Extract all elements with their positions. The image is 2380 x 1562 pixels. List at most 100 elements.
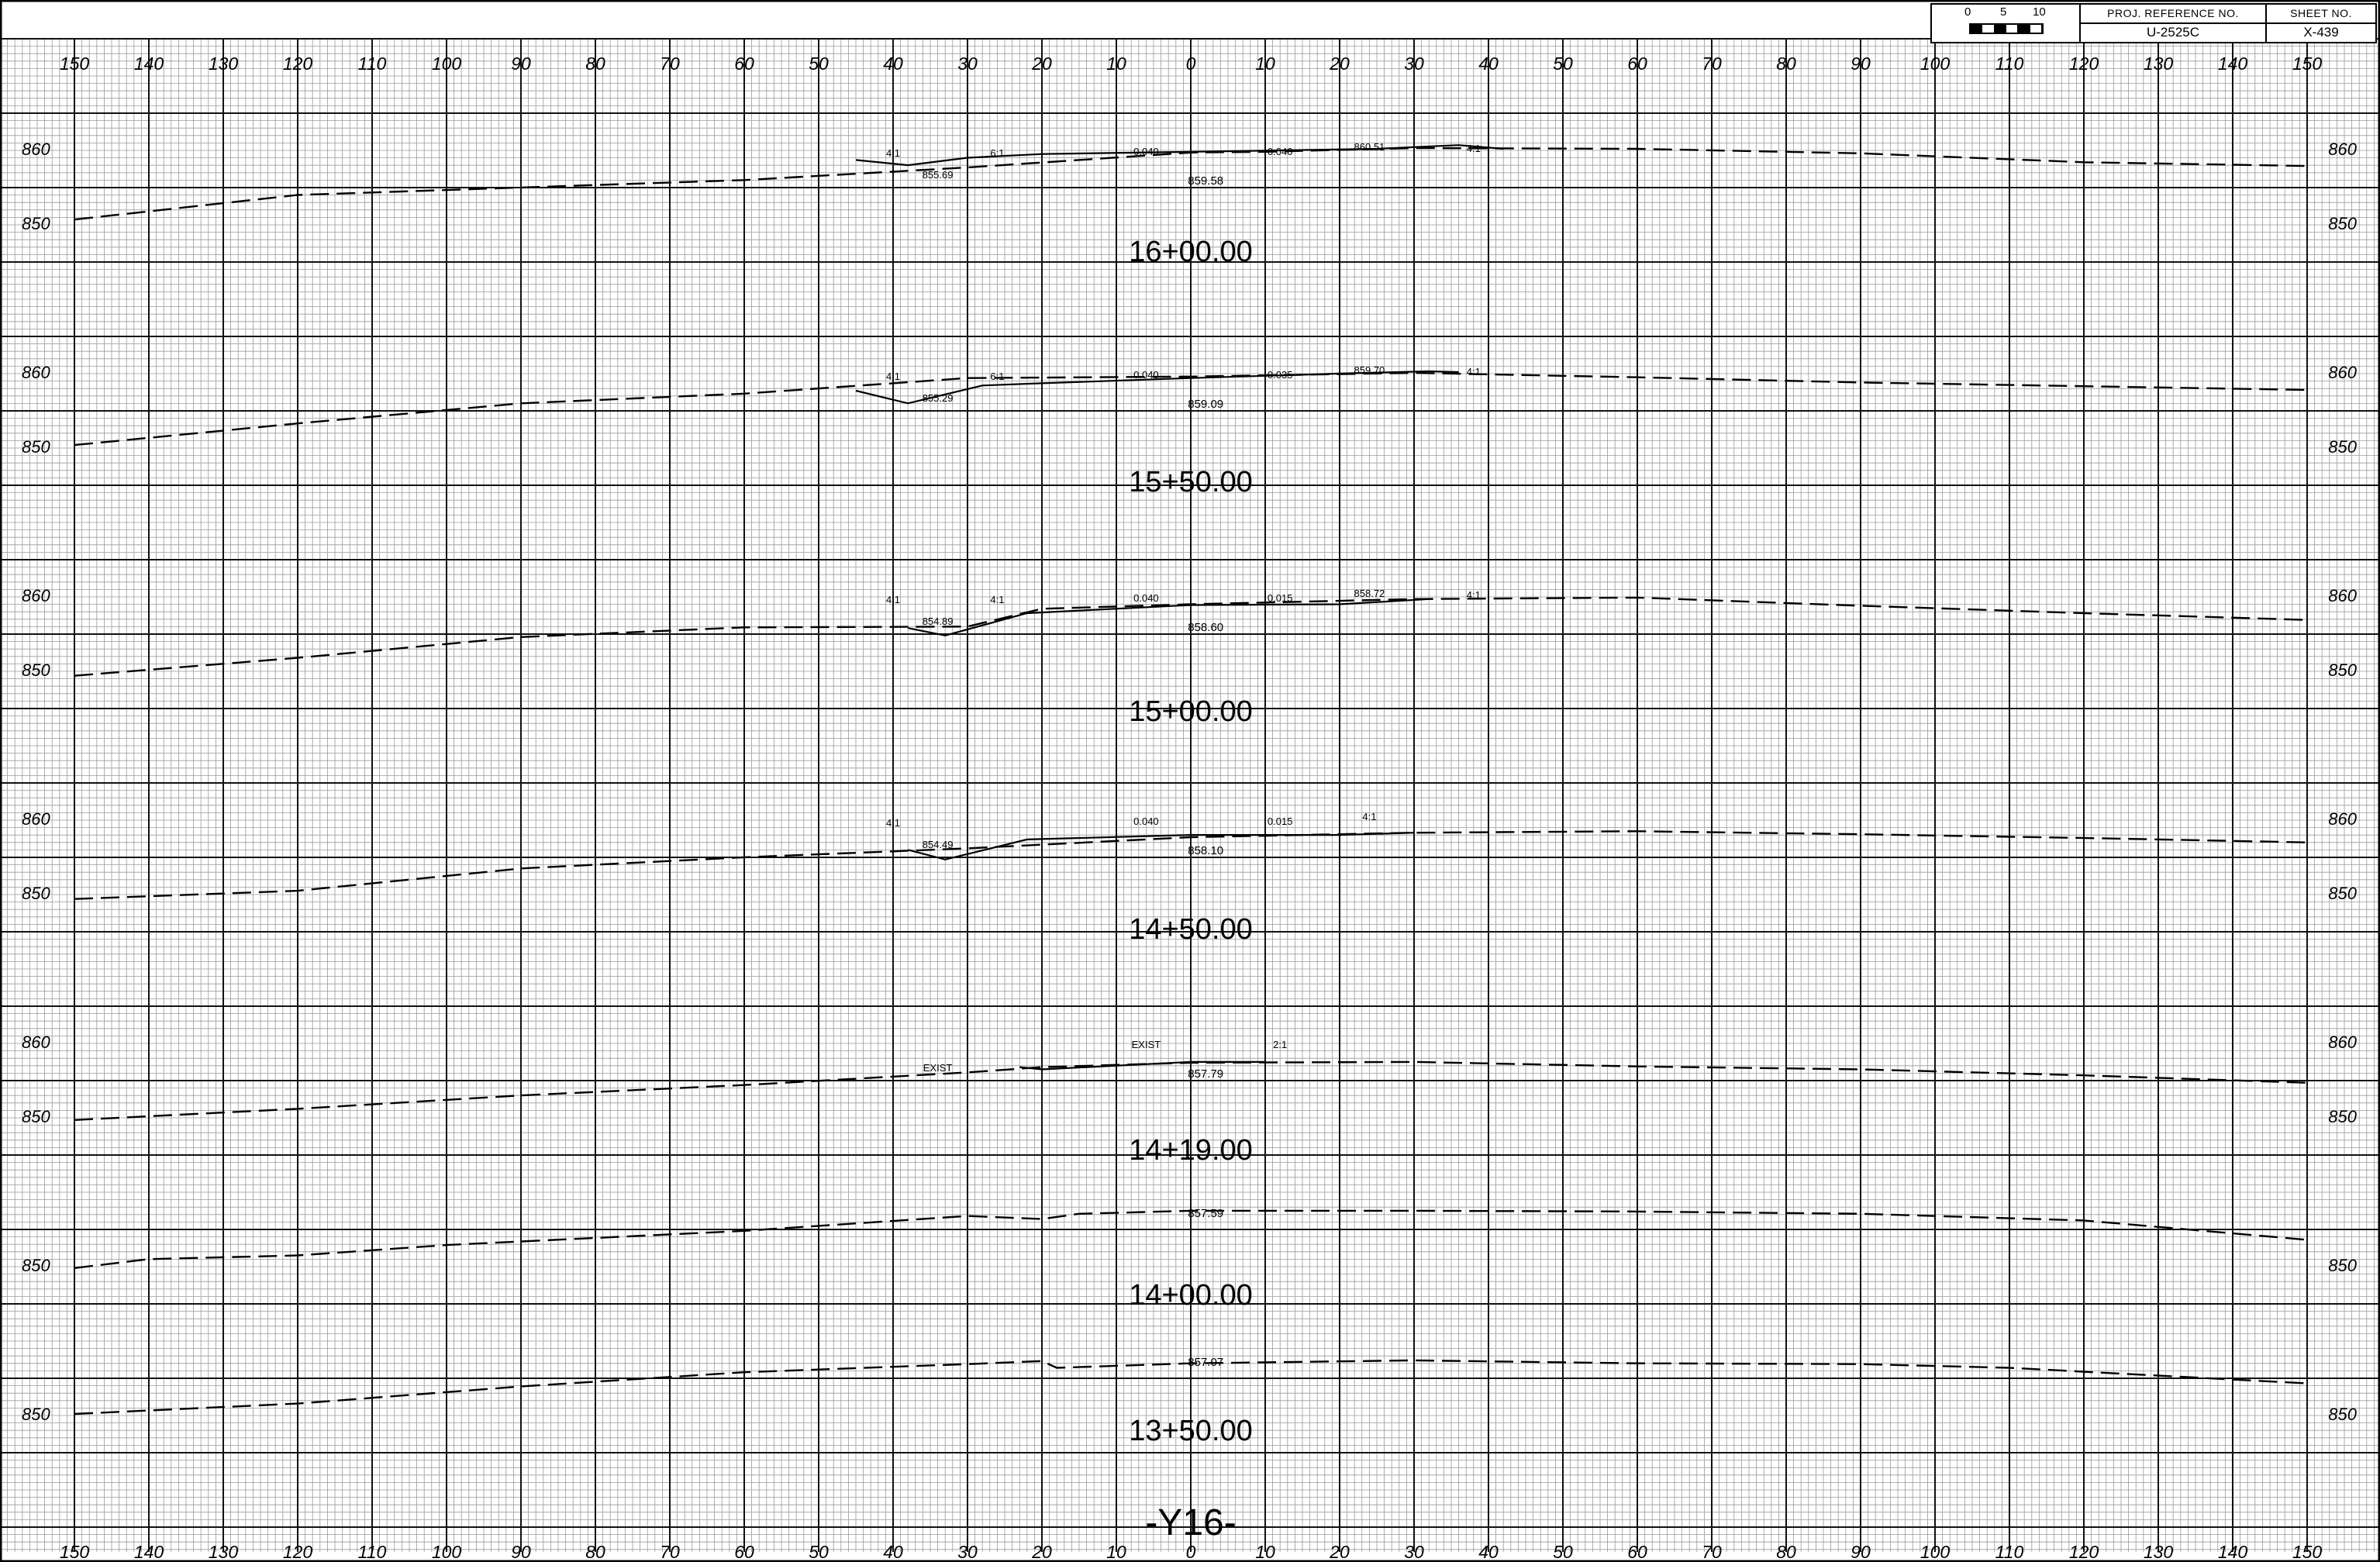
sheet-no-label: SHEET NO. [2267, 5, 2375, 24]
offset-tick-label: 130 [209, 1542, 239, 1562]
template-annotation: 855.69 [923, 169, 954, 181]
sheet-title: -Y16- [1145, 1502, 1236, 1543]
offset-tick-label: 140 [2218, 53, 2248, 74]
offset-tick-label: 40 [1478, 53, 1499, 74]
offset-tick-label: 40 [883, 53, 903, 74]
offset-tick-label: 100 [432, 53, 462, 74]
elevation-label: 850 [22, 660, 50, 680]
section-15+00.00: 860 860 850 850 854.89 0.040 0.015 858.72 4:1 4:1… [22, 586, 2358, 728]
template-annotation: 4:1 [886, 594, 900, 605]
template-annotation: 6:1 [990, 371, 1004, 382]
template-annotation: 859.70 [1354, 364, 1385, 376]
elevation-label: 850 [2328, 214, 2357, 233]
centerline-elevation: 857.59 [1188, 1207, 1223, 1220]
offset-tick-label: 60 [734, 1542, 754, 1562]
template-annotation: 860.51 [1354, 141, 1385, 153]
elevation-label: 860 [2328, 586, 2357, 605]
graphic-scale: 0 5 10 [1932, 5, 2079, 42]
scale-bar [1969, 23, 2044, 34]
station-label: 13+50.00 [1129, 1415, 1253, 1447]
offset-tick-label: 120 [283, 53, 313, 74]
offset-tick-label: 60 [734, 53, 754, 74]
top-offset-axis: 150 140 130 120 110 100 90 80 70 60 50 40 30 20 10 0 10 2… [60, 53, 2323, 74]
offset-tick-label: 80 [1776, 53, 1796, 74]
elevation-label: 860 [22, 140, 50, 159]
template-annotation: 0.040 [1268, 146, 1293, 157]
scale-label: 10 [2033, 5, 2046, 19]
proposed-template-line [855, 370, 1459, 405]
station-label: 15+50.00 [1129, 466, 1253, 498]
offset-tick-label: 40 [883, 1542, 903, 1562]
elevation-label: 850 [22, 1256, 50, 1275]
offset-tick-label: 40 [1478, 1542, 1499, 1562]
offset-tick-label: 110 [1995, 1542, 2024, 1562]
template-annotation: 6:1 [990, 147, 1004, 159]
offset-tick-label: 20 [1031, 53, 1052, 74]
project-reference: PROJ. REFERENCE NO. U-2525C [2079, 5, 2265, 42]
offset-tick-label: 20 [1031, 1542, 1052, 1562]
offset-tick-label: 60 [1627, 1542, 1647, 1562]
template-annotation: 4:1 [886, 371, 900, 382]
offset-tick-label: 50 [1553, 1542, 1573, 1562]
station-label: 14+00.00 [1129, 1279, 1253, 1312]
template-annotation: 0.040 [1133, 815, 1159, 827]
offset-tick-label: 150 [2292, 53, 2323, 74]
proposed-template-line [907, 598, 1430, 636]
section-14+00.00: 850 850 857.59 14+00.00 [22, 1207, 2358, 1312]
existing-ground-line [74, 1359, 2308, 1415]
offset-tick-label: 90 [511, 1542, 531, 1562]
offset-tick-label: 30 [1404, 53, 1424, 74]
offset-tick-label: 50 [809, 1542, 829, 1562]
offset-tick-label: 120 [2069, 1542, 2099, 1562]
offset-tick-label: 10 [1255, 1542, 1275, 1562]
template-annotation: EXIST [1132, 1039, 1161, 1050]
offset-tick-label: 120 [2069, 53, 2099, 74]
section-14+50.00: 860 860 850 850 854.49 0.040 0.015 4:1 4:1 858.10… [22, 809, 2358, 946]
sheet-no-value: X-439 [2303, 25, 2339, 40]
template-annotation: 854.49 [923, 839, 954, 850]
offset-tick-label: 100 [432, 1542, 462, 1562]
station-label: 16+00.00 [1129, 236, 1253, 268]
station-label: 15+00.00 [1129, 695, 1253, 728]
offset-tick-label: 60 [1627, 53, 1647, 74]
template-annotation: 4:1 [886, 817, 900, 829]
existing-ground-line [74, 830, 2308, 900]
offset-tick-label: 110 [1995, 53, 2024, 74]
offset-tick-label: 10 [1255, 53, 1275, 74]
template-annotation: 4:1 [886, 147, 900, 159]
station-label: 14+50.00 [1129, 913, 1253, 946]
elevation-label: 850 [2328, 884, 2357, 903]
offset-tick-label: 140 [134, 53, 164, 74]
offset-tick-label: 70 [1702, 1542, 1722, 1562]
elevation-label: 860 [2328, 363, 2357, 382]
offset-tick-label: 0 [1186, 53, 1196, 74]
offset-tick-label: 140 [2218, 1542, 2248, 1562]
elevation-label: 860 [2328, 140, 2357, 159]
centerline-elevation: 858.10 [1188, 844, 1223, 857]
section-16+00.00: 860 860 850 850 855.69 0.040 0.040 860.51 4:1 4:1… [22, 140, 2358, 268]
template-annotation: 0.040 [1133, 146, 1159, 157]
elevation-label: 850 [22, 214, 50, 233]
offset-tick-label: 130 [2144, 53, 2174, 74]
sheet-number: SHEET NO. X-439 [2265, 5, 2375, 42]
offset-tick-label: 150 [60, 53, 90, 74]
centerline-elevation: 859.09 [1188, 398, 1223, 411]
elevation-label: 860 [2328, 809, 2357, 829]
elevation-label: 850 [2328, 1405, 2357, 1424]
offset-tick-label: 0 [1186, 1542, 1196, 1562]
scale-label: 5 [2000, 5, 2007, 19]
template-annotation: 0.040 [1133, 369, 1159, 381]
offset-tick-label: 120 [283, 1542, 313, 1562]
template-annotation: 2:1 [1273, 1039, 1287, 1050]
cross-sections: 860 860 850 850 855.69 0.040 0.040 860.51 4:1 4:1… [22, 140, 2358, 1447]
offset-tick-label: 70 [1702, 53, 1722, 74]
scale-label: 0 [1964, 5, 1971, 19]
offset-tick-label: 90 [1851, 1542, 1871, 1562]
offset-tick-label: 140 [134, 1542, 164, 1562]
template-annotation: 0.015 [1268, 815, 1293, 827]
offset-tick-label: 30 [1404, 1542, 1424, 1562]
elevation-label: 850 [22, 1405, 50, 1424]
template-annotation: 855.29 [923, 392, 954, 404]
section-14+19.00: 860 860 850 850 EXIST EXIST 2:1 857.79 14+19.00 [22, 1033, 2358, 1167]
